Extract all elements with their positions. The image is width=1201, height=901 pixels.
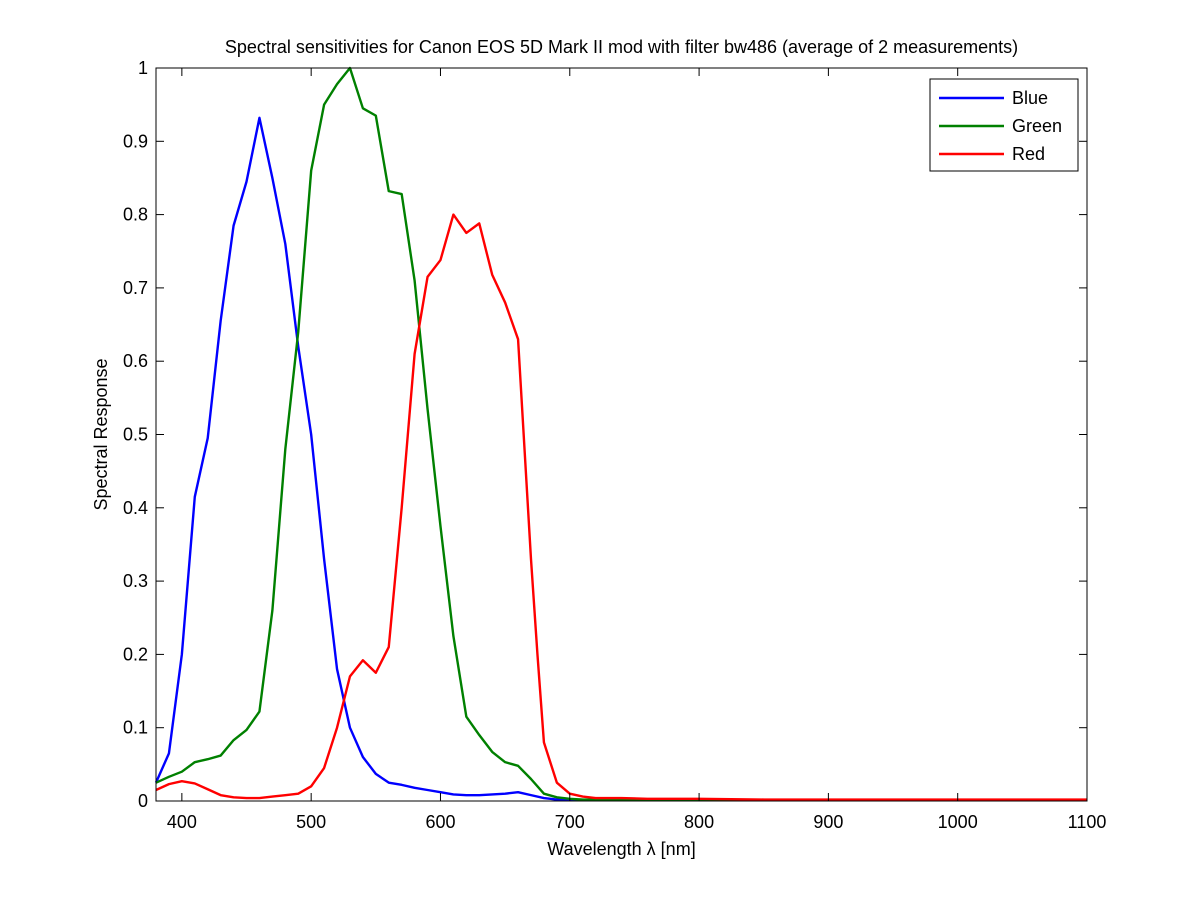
chart-title: Spectral sensitivities for Canon EOS 5D … <box>225 37 1018 57</box>
x-tick-label: 900 <box>813 812 843 832</box>
y-tick-label: 0.4 <box>123 498 148 518</box>
y-tick-label: 0.7 <box>123 278 148 298</box>
plot-area <box>156 68 1087 801</box>
x-axis-label: Wavelength λ [nm] <box>547 839 695 859</box>
series-line-green <box>155 66 1087 802</box>
x-tick-label: 1100 <box>1068 812 1107 832</box>
x-tick-label: 1000 <box>938 812 978 832</box>
x-tick-label: 700 <box>555 812 585 832</box>
series-layer <box>154 66 1087 802</box>
legend-entry-blue: Blue <box>1012 88 1048 108</box>
y-tick-label: 0.5 <box>123 425 148 445</box>
legend-entry-green: Green <box>1012 116 1062 136</box>
y-tick-label: 0.1 <box>123 718 148 738</box>
x-tick-label: 800 <box>684 812 714 832</box>
series-line-red <box>155 213 1087 801</box>
y-tick-label: 0.3 <box>123 571 148 591</box>
y-tick-label: 1 <box>138 58 148 78</box>
x-tick-label: 500 <box>296 812 326 832</box>
legend: Blue Green Red <box>929 78 1079 172</box>
legend-entry-red: Red <box>1012 144 1045 164</box>
y-tick-label: 0 <box>138 791 148 811</box>
y-tick-label: 0.8 <box>123 205 148 225</box>
y-tick-label: 0.9 <box>123 131 148 151</box>
axis-layer: 400 500 600 700 800 900 1000 1100 0 0.1 0.2 0.3 0.4 0… <box>123 58 1106 832</box>
y-axis-label: Spectral Response <box>91 358 111 510</box>
x-tick-label: 400 <box>167 812 197 832</box>
y-tick-label: 0.6 <box>123 351 148 371</box>
x-tick-label: 600 <box>425 812 455 832</box>
y-tick-label: 0.2 <box>123 644 148 664</box>
